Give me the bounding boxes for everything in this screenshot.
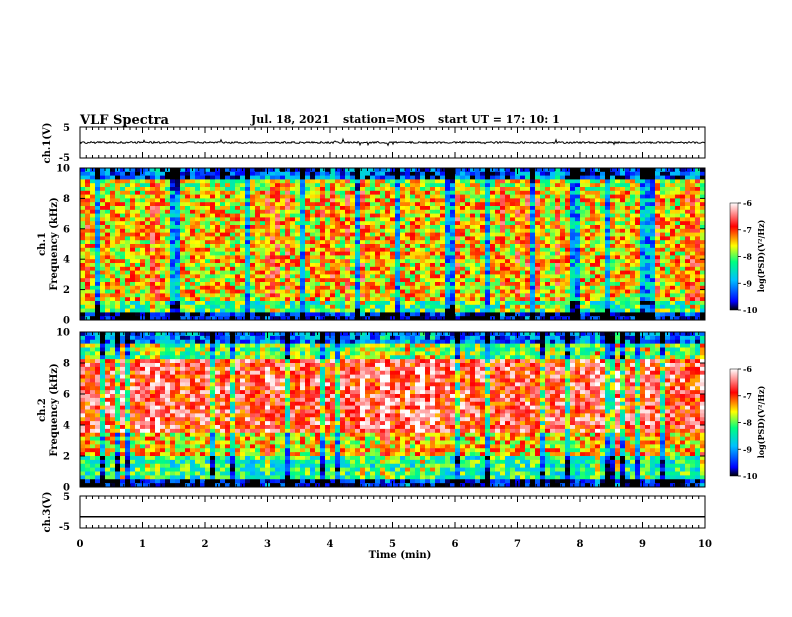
ch2-spectrogram bbox=[80, 332, 706, 488]
frequency-tick-label: 6 bbox=[63, 390, 70, 401]
colorbar-tick-label: -9 bbox=[743, 278, 752, 288]
frequency-tick-label: 2 bbox=[63, 452, 70, 463]
time-tick-label: 3 bbox=[264, 539, 271, 550]
frequency-tick-label: 0 bbox=[63, 316, 70, 327]
header-station: station=MOS bbox=[343, 113, 425, 126]
ch3-waveform-tick-top: 5 bbox=[63, 492, 70, 503]
header-start: start UT = 17: 10: 1 bbox=[438, 113, 560, 126]
time-tick-label: 0 bbox=[77, 539, 84, 550]
ch2-frequency-axis-label: Frequency (kHz) bbox=[49, 363, 60, 456]
colorbar-tick-label: -6 bbox=[743, 198, 752, 208]
time-tick-label: 9 bbox=[639, 539, 646, 550]
time-tick-label: 5 bbox=[389, 539, 396, 550]
colorbar-tick-label: -8 bbox=[743, 252, 752, 262]
ch1-panel-label: ch.1 bbox=[37, 232, 48, 256]
frequency-tick-label: 6 bbox=[63, 224, 70, 235]
ch1-colorbar-label: log(PSD)(V²/Hz) bbox=[756, 220, 766, 293]
ch1-frequency-axis-label: Frequency (kHz) bbox=[49, 197, 60, 290]
colorbar-tick-label: -6 bbox=[743, 364, 752, 374]
time-tick-label: 6 bbox=[452, 539, 459, 550]
frequency-tick-label: 10 bbox=[56, 164, 70, 175]
ch2-colorbar: -6 -7 -8 -9 -10 log(PSD)(V²/Hz) bbox=[730, 364, 766, 481]
chart-title: VLF Spectra bbox=[79, 113, 170, 128]
frequency-tick-label: 8 bbox=[63, 359, 70, 370]
colorbar-tick-label: -8 bbox=[743, 418, 752, 428]
ch1-waveform-label: ch.1(V) bbox=[42, 122, 53, 163]
ch3-waveform-label: ch.3(V) bbox=[42, 491, 53, 532]
frequency-tick-label: 10 bbox=[56, 328, 70, 339]
colorbar-tick-label: -10 bbox=[743, 305, 758, 315]
frequency-tick-label: 4 bbox=[63, 421, 70, 432]
colorbar-tick-label: -9 bbox=[743, 444, 752, 454]
ch1-waveform-tick-bottom: -5 bbox=[59, 153, 70, 164]
ch3-waveform-tick-bottom: -5 bbox=[59, 522, 70, 533]
header-date: Jul. 18, 2021 bbox=[250, 113, 330, 126]
time-tick-label: 1 bbox=[139, 539, 146, 550]
time-tick-label: 4 bbox=[327, 539, 334, 550]
colorbar-tick-label: -7 bbox=[743, 391, 752, 401]
colorbar-tick-label: -10 bbox=[743, 471, 758, 481]
time-tick-label: 2 bbox=[202, 539, 209, 550]
ch2-panel-label: ch.2 bbox=[37, 398, 48, 422]
frequency-tick-label: 8 bbox=[63, 194, 70, 205]
colorbar-tick-label: -7 bbox=[743, 225, 752, 235]
time-axis-label: Time (min) bbox=[369, 550, 432, 561]
frequency-tick-label: 2 bbox=[63, 285, 70, 296]
ch2-colorbar-label: log(PSD)(V²/Hz) bbox=[756, 386, 766, 459]
ch1-waveform-line bbox=[80, 139, 705, 145]
ch1-waveform-tick-top: 5 bbox=[63, 123, 70, 134]
time-tick-label: 10 bbox=[698, 539, 712, 550]
time-tick-label: 7 bbox=[514, 539, 521, 550]
ch1-spectrogram bbox=[80, 168, 706, 321]
frequency-tick-label: 4 bbox=[63, 255, 70, 266]
ch1-colorbar: -6 -7 -8 -9 -10 log(PSD)(V²/Hz) bbox=[730, 198, 766, 315]
time-tick-label: 8 bbox=[577, 539, 584, 550]
